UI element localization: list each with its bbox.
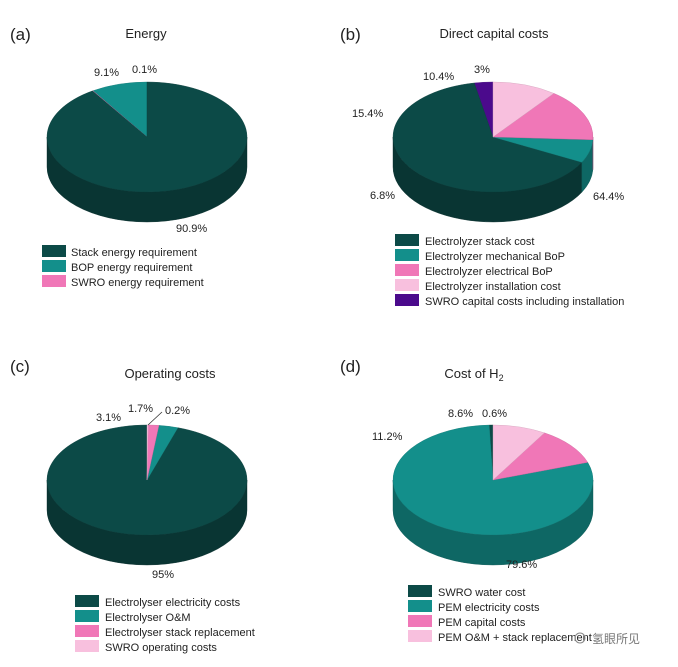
- data-label-pem-capital: 11.2%: [372, 431, 403, 443]
- legend-swatch: [395, 279, 419, 291]
- data-label-swro-water: 0.6%: [482, 408, 507, 420]
- legend-label: SWRO energy requirement: [71, 277, 204, 289]
- legend-label: PEM capital costs: [438, 617, 526, 629]
- legend-item: SWRO energy requirement: [42, 275, 204, 289]
- legend-swatch: [42, 245, 66, 257]
- legend-label: SWRO operating costs: [105, 642, 217, 654]
- data-label-om-stack-replacement: 8.6%: [448, 408, 473, 420]
- data-label-stack-cost: 64.4%: [593, 191, 624, 203]
- data-label-leader-line: [147, 411, 163, 426]
- legend-item: Electrolyzer installation cost: [395, 279, 561, 293]
- legend-swatch: [75, 625, 99, 637]
- legend-swatch: [408, 600, 432, 612]
- legend-label: Electrolyzer installation cost: [425, 281, 561, 293]
- legend-item: PEM electricity costs: [408, 600, 540, 614]
- legend-item: Stack energy requirement: [42, 245, 197, 259]
- data-label-stack-energy: 90.9%: [176, 223, 207, 235]
- pie-slice-electrolyzer-installation-cost: [492, 81, 555, 138]
- legend-swatch: [408, 630, 432, 642]
- legend-label: PEM O&M + stack replacement: [438, 632, 592, 644]
- legend-label: Electrolyzer mechanical BoP: [425, 251, 565, 263]
- legend-item: BOP energy requirement: [42, 260, 192, 274]
- legend-cost-of-h2: SWRO water cost PEM electricity costs PE…: [408, 585, 592, 644]
- legend-label: SWRO water cost: [438, 587, 525, 599]
- legend-label: Electrolyzer stack cost: [425, 236, 534, 248]
- pie-operating-costs: [46, 424, 248, 566]
- legend-label: Electrolyzer electrical BoP: [425, 266, 553, 278]
- legend-label: PEM electricity costs: [438, 602, 540, 614]
- panel-label-b: (b): [340, 25, 361, 44]
- legend-swatch: [395, 294, 419, 306]
- legend-swatch: [395, 264, 419, 276]
- pie-cost-of-h2: [392, 424, 594, 566]
- legend-item: Electrolyser O&M: [75, 610, 191, 624]
- legend-label: Electrolyser stack replacement: [105, 627, 255, 639]
- legend-item: SWRO water cost: [408, 585, 525, 599]
- legend-item: SWRO capital costs including installatio…: [395, 294, 624, 308]
- legend-item: Electrolyser electricity costs: [75, 595, 241, 609]
- chart-title-cost-of-h2: Cost of H2: [444, 366, 503, 383]
- pie-energy: [46, 81, 248, 223]
- panel-c: (c) Operating costs 3.1% 1.7% 0.2% 95% E…: [10, 357, 255, 654]
- legend-item: Electrolyzer mechanical BoP: [395, 249, 565, 263]
- legend-label: SWRO capital costs including installatio…: [425, 296, 624, 308]
- legend-label: Electrolyser O&M: [105, 612, 191, 624]
- legend-swatch: [75, 640, 99, 652]
- legend-swatch: [42, 260, 66, 272]
- legend-swatch: [395, 249, 419, 261]
- chart-title-operating-costs: Operating costs: [124, 366, 216, 381]
- legend-swatch: [42, 275, 66, 287]
- legend-item: Electrolyzer stack cost: [395, 234, 534, 248]
- data-label-electrical-bop: 15.4%: [352, 108, 383, 120]
- legend-item: Electrolyzer electrical BoP: [395, 264, 553, 278]
- data-label-stack-replacement: 1.7%: [128, 403, 153, 415]
- chart-title-energy: Energy: [125, 26, 167, 41]
- pie-slice-electrolyzer-electrical-bop: [492, 93, 594, 140]
- data-label-om: 3.1%: [96, 412, 121, 424]
- data-label-swro-operating: 0.2%: [165, 405, 190, 417]
- legend-label: Electrolyser electricity costs: [105, 597, 241, 609]
- legend-swatch: [408, 585, 432, 597]
- panel-label-d: (d): [340, 357, 361, 376]
- legend-swatch: [395, 234, 419, 246]
- legend-item: PEM O&M + stack replacement: [408, 630, 592, 644]
- chart-title-direct-capital-costs: Direct capital costs: [439, 26, 549, 41]
- pie-direct-capital-costs: [392, 81, 594, 223]
- legend-item: PEM capital costs: [408, 615, 526, 629]
- legend-swatch: [75, 610, 99, 622]
- panel-label-c: (c): [10, 357, 30, 376]
- legend-item: SWRO operating costs: [75, 640, 217, 654]
- legend-swatch: [75, 595, 99, 607]
- legend-label: Stack energy requirement: [71, 247, 197, 259]
- panel-a: (a) Energy 9.1% 0.1% 90.9% Stack energy …: [10, 25, 248, 289]
- watermark: 氢眼所见: [574, 631, 640, 646]
- legend-label: BOP energy requirement: [71, 262, 192, 274]
- panel-d: (d) Cost of H2 8.6% 0.6% 11.2% 79.6% SWR…: [340, 357, 594, 644]
- legend-swatch: [408, 615, 432, 627]
- pie-slice-pem-o-m-stack-replacement: [492, 424, 545, 481]
- legend-energy: Stack energy requirement BOP energy requ…: [42, 245, 204, 289]
- pie-slice-electrolyzer-stack-cost: [392, 82, 583, 193]
- wechat-icon: [574, 632, 586, 644]
- pie-slice-pem-capital-costs: [492, 432, 589, 481]
- data-label-bop-energy: 9.1%: [94, 67, 119, 79]
- pie-slice-stack-energy-requirement: [46, 81, 248, 193]
- data-label-mechanical-bop: 6.8%: [370, 190, 395, 202]
- watermark-text: 氢眼所见: [592, 631, 640, 646]
- panel-label-a: (a): [10, 25, 31, 44]
- data-label-installation-cost: 10.4%: [423, 71, 454, 83]
- data-label-electricity-costs: 95%: [152, 569, 174, 581]
- legend-operating-costs: Electrolyser electricity costs Electroly…: [75, 595, 255, 654]
- legend-direct-capital-costs: Electrolyzer stack cost Electrolyzer mec…: [395, 234, 624, 308]
- legend-item: Electrolyser stack replacement: [75, 625, 255, 639]
- data-label-swro-capital: 3%: [474, 64, 490, 76]
- panel-b: (b) Direct capital costs 10.4% 3% 15.4% …: [340, 25, 624, 308]
- data-label-swro-energy: 0.1%: [132, 64, 157, 76]
- data-label-pem-electricity: 79.6%: [506, 559, 537, 571]
